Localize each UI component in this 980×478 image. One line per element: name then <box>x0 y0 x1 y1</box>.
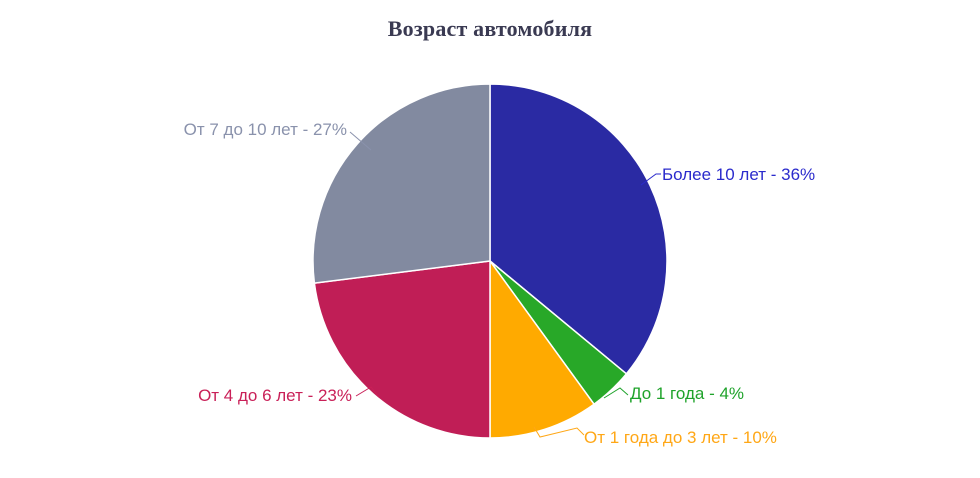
chart-title: Возраст автомобиля <box>387 16 593 41</box>
pie-slice[interactable] <box>489 83 668 375</box>
slice-label: От 4 до 6 лет - 23% <box>198 386 352 405</box>
pie-slice[interactable] <box>489 260 595 439</box>
slice-connector <box>355 386 380 398</box>
pie-slice[interactable] <box>312 83 491 284</box>
pie-slice[interactable] <box>313 260 491 439</box>
slice-label: Более 10 лет - 36% <box>662 165 815 184</box>
slice-label: От 1 года до 3 лет - 10% <box>584 428 777 447</box>
slice-connector <box>349 131 372 151</box>
slice-label: От 7 до 10 лет - 27% <box>184 120 347 139</box>
slice-connector <box>640 173 661 186</box>
slice-label: До 1 года - 4% <box>630 384 744 403</box>
slice-connector <box>533 426 585 438</box>
slice-connector <box>603 387 629 399</box>
